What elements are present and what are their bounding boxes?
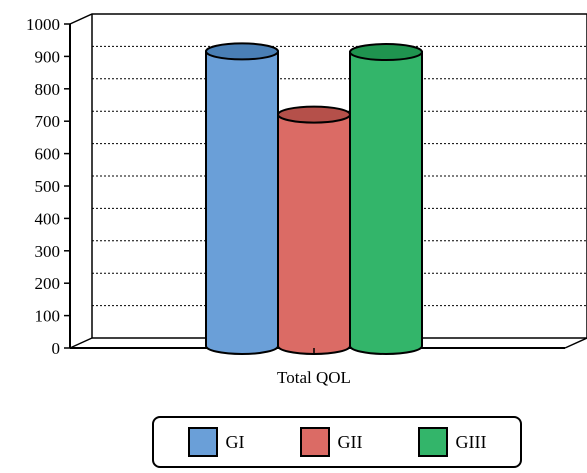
bar-top <box>205 42 279 61</box>
y-axis: 0 100 200 300 400 500 600 700 800 900 1000 <box>26 15 70 358</box>
legend-swatch <box>187 427 218 457</box>
y-tick-label: 100 <box>35 307 61 326</box>
bars <box>205 42 423 355</box>
floor-left-edge <box>69 337 93 349</box>
bar-giii <box>349 43 423 355</box>
y-tick-label: 1000 <box>26 15 60 34</box>
bar-top <box>277 105 351 124</box>
y-tick-label: 600 <box>35 145 61 164</box>
y-tick-label: 400 <box>35 209 61 228</box>
back-wall <box>69 13 587 349</box>
legend-item-giii: GIII <box>417 427 487 457</box>
bar-body <box>205 50 279 355</box>
legend-label: GII <box>337 431 363 452</box>
legend-swatch <box>417 427 448 457</box>
bar-gi <box>205 42 279 355</box>
x-axis: Total QOL <box>277 348 351 387</box>
bar-gii <box>277 105 351 355</box>
y-tick-label: 0 <box>52 339 61 358</box>
gridlines <box>92 45 587 307</box>
legend-swatch <box>299 427 330 457</box>
legend: GI GII GIII <box>152 416 522 468</box>
y-tick-label: 700 <box>35 112 61 131</box>
y-tick-label: 500 <box>35 177 61 196</box>
bar-top <box>349 43 423 62</box>
y-tick-label: 900 <box>35 47 61 66</box>
bar-body <box>277 113 351 355</box>
legend-item-gii: GII <box>299 427 363 457</box>
legend-label: GI <box>225 431 245 452</box>
legend-item-gi: GI <box>187 427 245 457</box>
y-tick-label: 800 <box>35 80 61 99</box>
y-tick-label: 200 <box>35 274 61 293</box>
legend-label: GIII <box>455 431 487 452</box>
bar-body <box>349 51 423 355</box>
y-tick-label: 300 <box>35 242 61 261</box>
x-category-label: Total QOL <box>277 368 351 387</box>
bar-chart: 0 100 200 300 400 500 600 700 800 900 1000 Total Q… <box>26 13 587 387</box>
